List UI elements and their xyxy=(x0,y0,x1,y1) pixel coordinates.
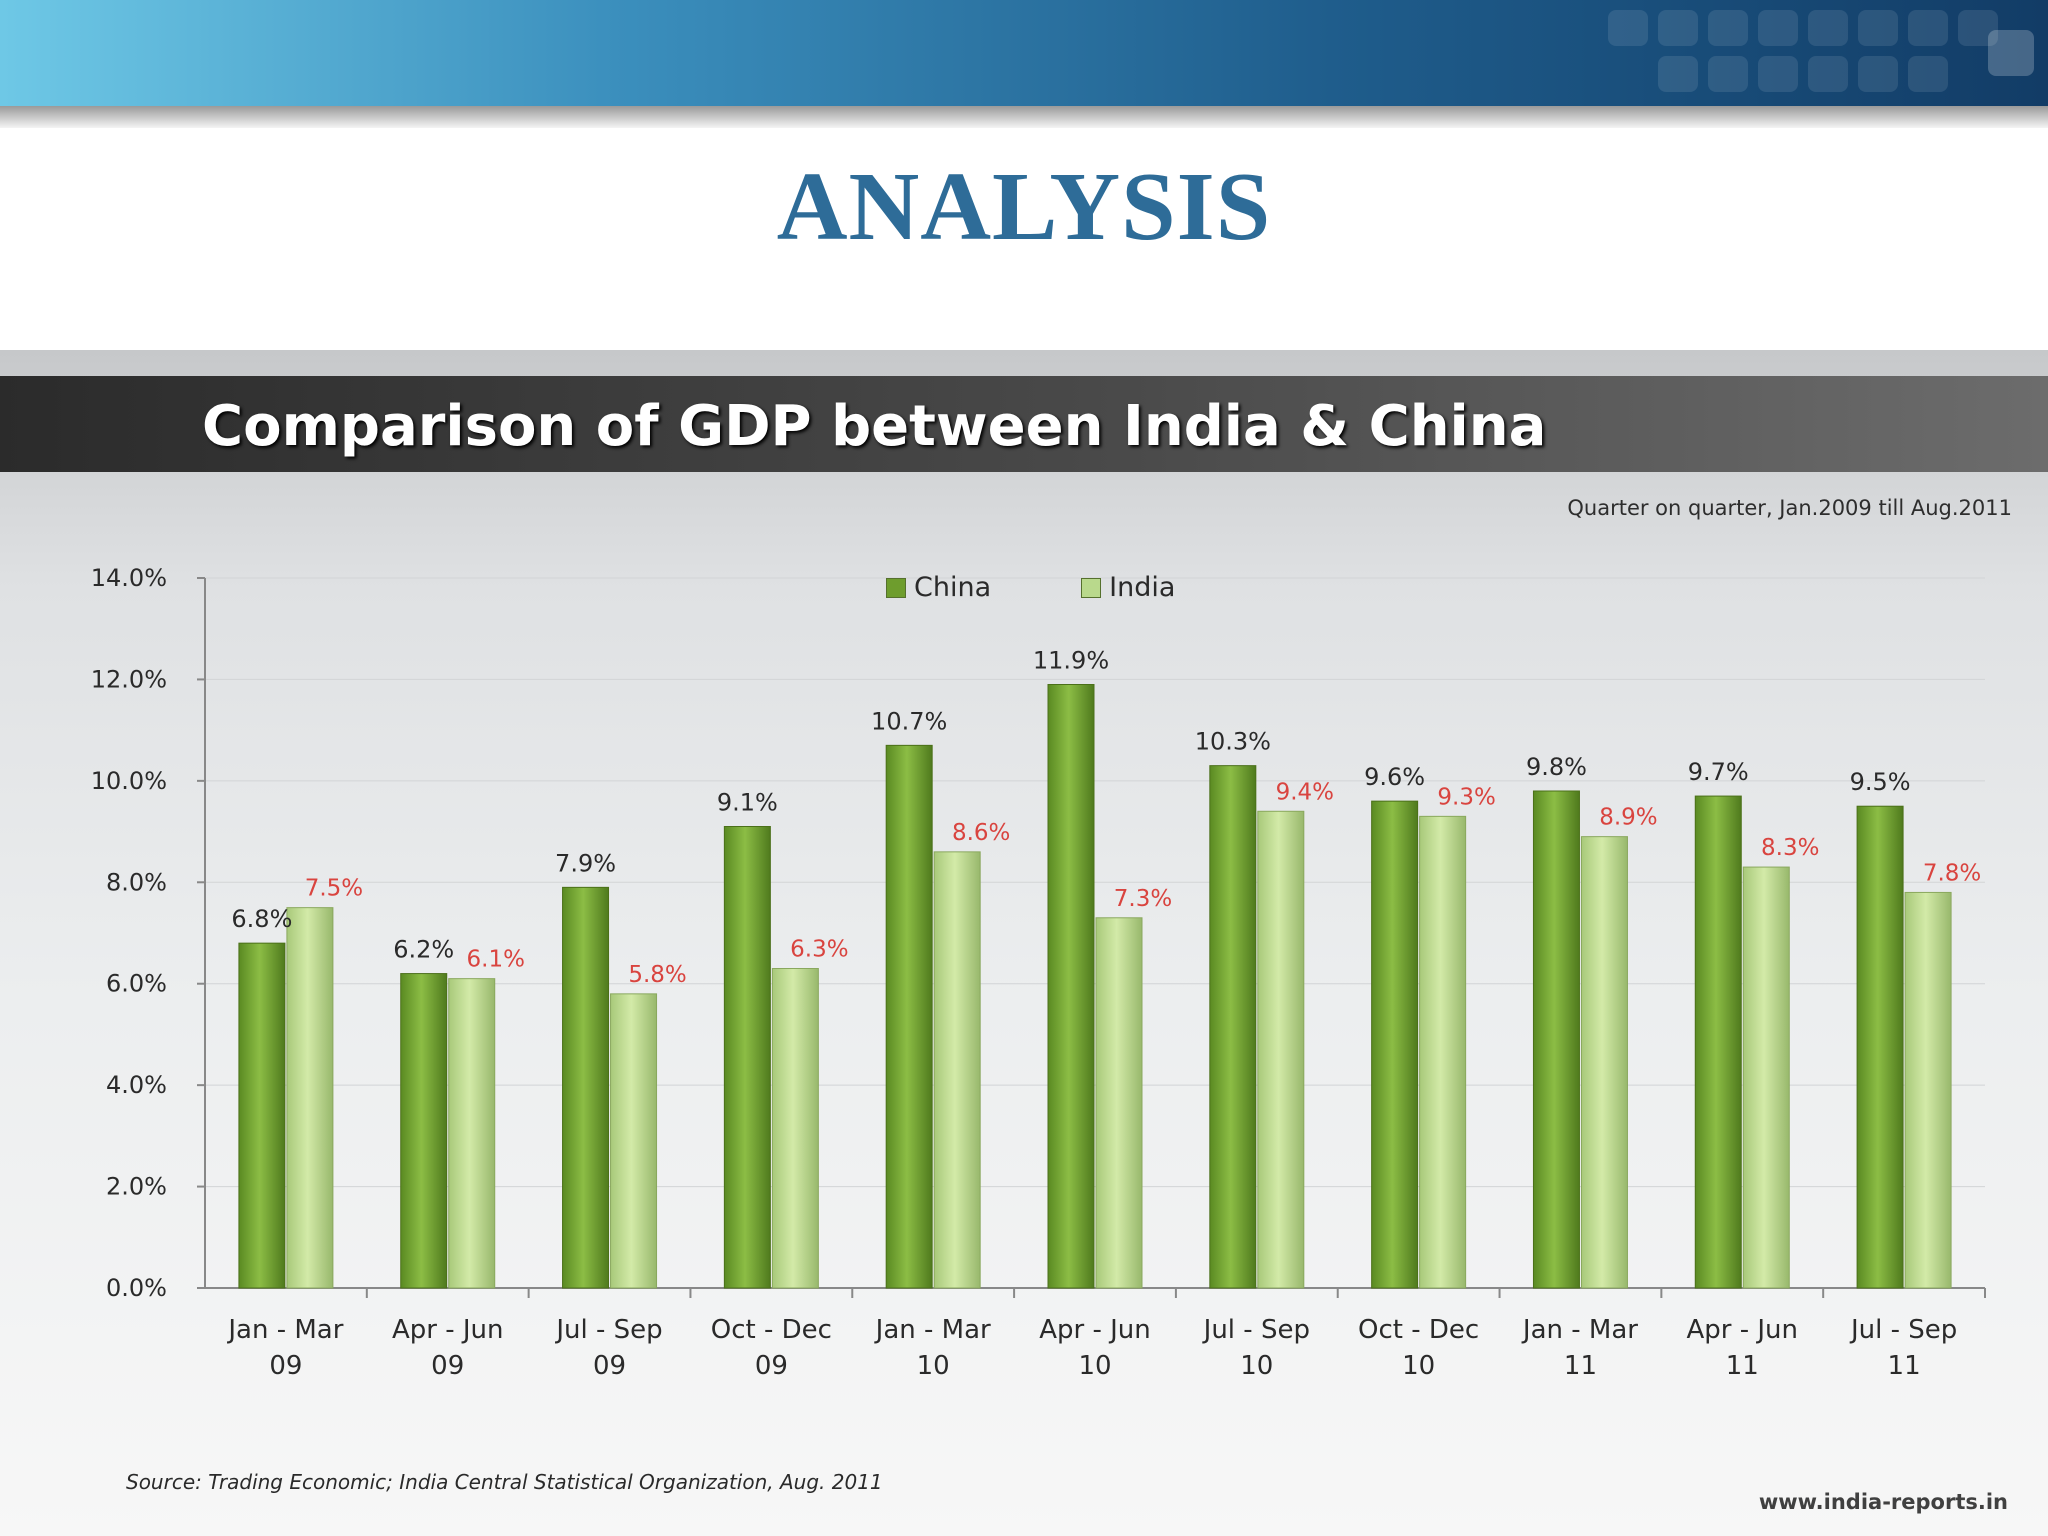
bar-china xyxy=(885,744,933,1289)
y-tick-label: 6.0% xyxy=(106,970,167,998)
data-label-china: 10.3% xyxy=(1195,728,1271,756)
legend-swatch-india xyxy=(1081,577,1102,598)
bar-india xyxy=(1095,917,1143,1289)
bar-india xyxy=(933,851,981,1289)
source-note: Source: Trading Economic; India Central … xyxy=(126,1470,883,1494)
website-credit: www.india-reports.in xyxy=(1758,1490,2008,1514)
bar-india xyxy=(1419,815,1467,1289)
data-label-china: 10.7% xyxy=(871,707,947,735)
bar-china xyxy=(1209,765,1257,1289)
data-label-china: 7.9% xyxy=(555,849,616,877)
x-tick-label-year: 11 xyxy=(1564,1351,1597,1381)
x-tick-label-year: 10 xyxy=(917,1351,950,1381)
x-tick-label-year: 11 xyxy=(1726,1351,1759,1381)
bar-china xyxy=(1532,790,1580,1289)
chart-header-bar: Comparison of GDP between India & China xyxy=(0,376,2048,472)
data-label-china: 9.8% xyxy=(1526,753,1587,781)
x-tick-label-year: 11 xyxy=(1888,1351,1921,1381)
data-label-india: 7.5% xyxy=(305,876,363,902)
bar-india xyxy=(771,968,819,1289)
bar-india xyxy=(286,907,334,1289)
bar-china xyxy=(1694,795,1742,1289)
data-label-china: 9.5% xyxy=(1850,768,1911,796)
chart-legend: China India xyxy=(886,572,1175,603)
banner-shadow xyxy=(0,106,2048,128)
y-tick-label: 0.0% xyxy=(106,1274,167,1302)
bar-india xyxy=(1580,836,1628,1289)
legend-item-india: India xyxy=(1081,572,1175,603)
data-label-china: 6.2% xyxy=(393,936,454,964)
bar-india xyxy=(1904,891,1952,1289)
x-tick-label: Apr - Jun xyxy=(392,1315,504,1345)
legend-label-india: India xyxy=(1109,572,1176,603)
x-tick-label: Jul - Sep xyxy=(1849,1315,1957,1345)
x-tick-label-year: 09 xyxy=(593,1351,626,1381)
data-label-india: 9.3% xyxy=(1437,784,1495,810)
x-tick-label: Jan - Mar xyxy=(1521,1315,1638,1345)
x-tick-label: Jul - Sep xyxy=(1202,1315,1310,1345)
slide-heading: ANALYSIS xyxy=(776,153,1272,261)
bar-china xyxy=(1047,684,1095,1289)
data-label-india: 6.1% xyxy=(467,947,525,973)
bar-china xyxy=(562,886,610,1289)
x-tick-label-year: 09 xyxy=(755,1351,788,1381)
x-tick-label-year: 09 xyxy=(269,1351,302,1381)
bar-china xyxy=(1856,805,1904,1289)
bar-india xyxy=(448,978,496,1289)
top-banner xyxy=(0,0,2048,106)
data-label-china: 9.7% xyxy=(1688,758,1749,786)
data-label-china: 9.1% xyxy=(717,789,778,817)
x-tick-label: Jan - Mar xyxy=(874,1315,991,1345)
x-tick-label-year: 09 xyxy=(431,1351,464,1381)
data-label-india: 6.3% xyxy=(790,937,848,963)
legend-item-china: China xyxy=(886,572,991,603)
bar-china xyxy=(400,973,448,1289)
data-label-india: 8.9% xyxy=(1599,805,1657,831)
chart-subtitle: Quarter on quarter, Jan.2009 till Aug.20… xyxy=(1567,496,2012,520)
chart-title: Comparison of GDP between India & China xyxy=(202,394,1547,459)
x-tick-label: Oct - Dec xyxy=(1358,1315,1479,1345)
data-label-india: 8.3% xyxy=(1761,835,1819,861)
bar-china xyxy=(238,942,286,1289)
gdp-chart: Comparison of GDP between India & China … xyxy=(0,350,2048,1536)
data-label-china: 9.6% xyxy=(1364,763,1425,791)
bar-china xyxy=(1371,800,1419,1289)
data-label-china: 11.9% xyxy=(1033,647,1109,675)
x-tick-label-year: 10 xyxy=(1402,1351,1435,1381)
bar-india xyxy=(1257,810,1305,1289)
y-tick-label: 10.0% xyxy=(91,767,167,795)
x-tick-label-year: 10 xyxy=(1078,1351,1111,1381)
x-tick-label-year: 10 xyxy=(1240,1351,1273,1381)
data-label-india: 7.3% xyxy=(1114,886,1172,912)
bar-china xyxy=(723,826,771,1289)
data-label-india: 8.6% xyxy=(952,820,1010,846)
chart-plot-area: 0.0% 2.0% 4.0% 6.0% 8.0% 10.0% 12.0% 14.0% 6.8% 7… xyxy=(91,564,1986,1381)
y-tick-label: 2.0% xyxy=(106,1173,167,1201)
y-tick-label: 12.0% xyxy=(91,665,167,693)
y-tick-label: 8.0% xyxy=(106,868,167,896)
data-label-india: 7.8% xyxy=(1923,860,1981,886)
bar-india xyxy=(1742,866,1790,1289)
bar-india xyxy=(610,993,658,1289)
x-tick-label: Apr - Jun xyxy=(1687,1315,1799,1345)
x-tick-label: Jan - Mar xyxy=(226,1315,343,1345)
data-label-china: 6.8% xyxy=(231,905,292,933)
banner-tile-pattern xyxy=(1048,0,2048,106)
y-tick-label: 4.0% xyxy=(106,1071,167,1099)
legend-swatch-china xyxy=(886,577,906,598)
data-label-india: 9.4% xyxy=(1276,779,1334,805)
x-tick-label: Apr - Jun xyxy=(1039,1315,1151,1345)
legend-label-china: China xyxy=(914,572,992,603)
data-label-india: 5.8% xyxy=(628,962,686,988)
x-tick-label: Jul - Sep xyxy=(554,1315,662,1345)
y-tick-label: 14.0% xyxy=(91,564,167,592)
x-tick-label: Oct - Dec xyxy=(711,1315,832,1345)
